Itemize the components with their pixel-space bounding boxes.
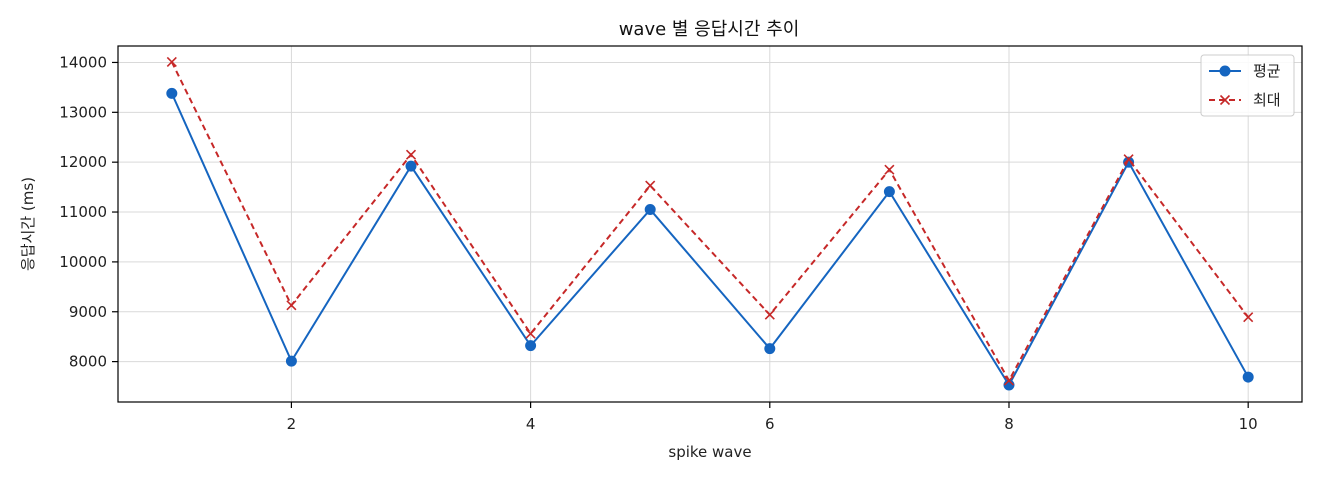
series-1-point [405, 160, 417, 172]
series-2-point [764, 309, 775, 320]
x-tick-label: 4 [526, 415, 536, 433]
series-2-point [405, 149, 417, 160]
series-2-point [1123, 154, 1134, 165]
series-2-point [286, 300, 297, 311]
series-1-point [166, 87, 178, 99]
series-line-2 [170, 61, 1249, 383]
series-2-point [884, 164, 895, 175]
series-2-point [1003, 375, 1015, 386]
y-tick-label: 8000 [69, 353, 107, 371]
y-tick-label: 13000 [59, 103, 107, 121]
legend-marker-1 [1219, 65, 1231, 77]
series-2-point [1243, 312, 1254, 323]
series-2-point [525, 328, 536, 339]
y-tick-label: 12000 [59, 153, 107, 171]
y-tick-label: 10000 [59, 253, 107, 271]
x-axis: 2 4 6 8 10 [287, 402, 1258, 433]
chart-title: wave 별 응답시간 추이 [619, 19, 800, 40]
x-tick-label: 6 [765, 415, 775, 433]
series-line-1 [170, 92, 1250, 388]
x-tick-label: 8 [1004, 415, 1014, 433]
y-tick-label: 11000 [59, 203, 107, 221]
y-axis: 8000 9000 10000 11000 12000 13000 14000 [59, 53, 118, 371]
x-axis-label: spike wave [668, 443, 751, 461]
series-1-point [525, 340, 537, 352]
series-2-point [166, 56, 177, 68]
y-tick-label: 14000 [59, 53, 107, 71]
series-group [166, 56, 1254, 391]
series-1-point [883, 186, 895, 198]
x-tick-label: 2 [287, 415, 297, 433]
series-1-point [285, 355, 297, 367]
y-axis-label: 응답시간 (ms) [19, 177, 37, 271]
series-1-point [644, 204, 656, 216]
legend-label-2: 최대 [1253, 91, 1281, 109]
series-1-point [764, 343, 776, 355]
x-tick-label: 10 [1239, 415, 1258, 433]
plot-frame [117, 45, 1303, 403]
legend-label-1: 평균 [1253, 62, 1281, 80]
series-1-point [1242, 371, 1254, 383]
y-tick-label: 9000 [69, 303, 107, 321]
grid [118, 46, 1302, 402]
legend-marker-2 [1219, 94, 1231, 106]
series-2-point [645, 180, 656, 191]
